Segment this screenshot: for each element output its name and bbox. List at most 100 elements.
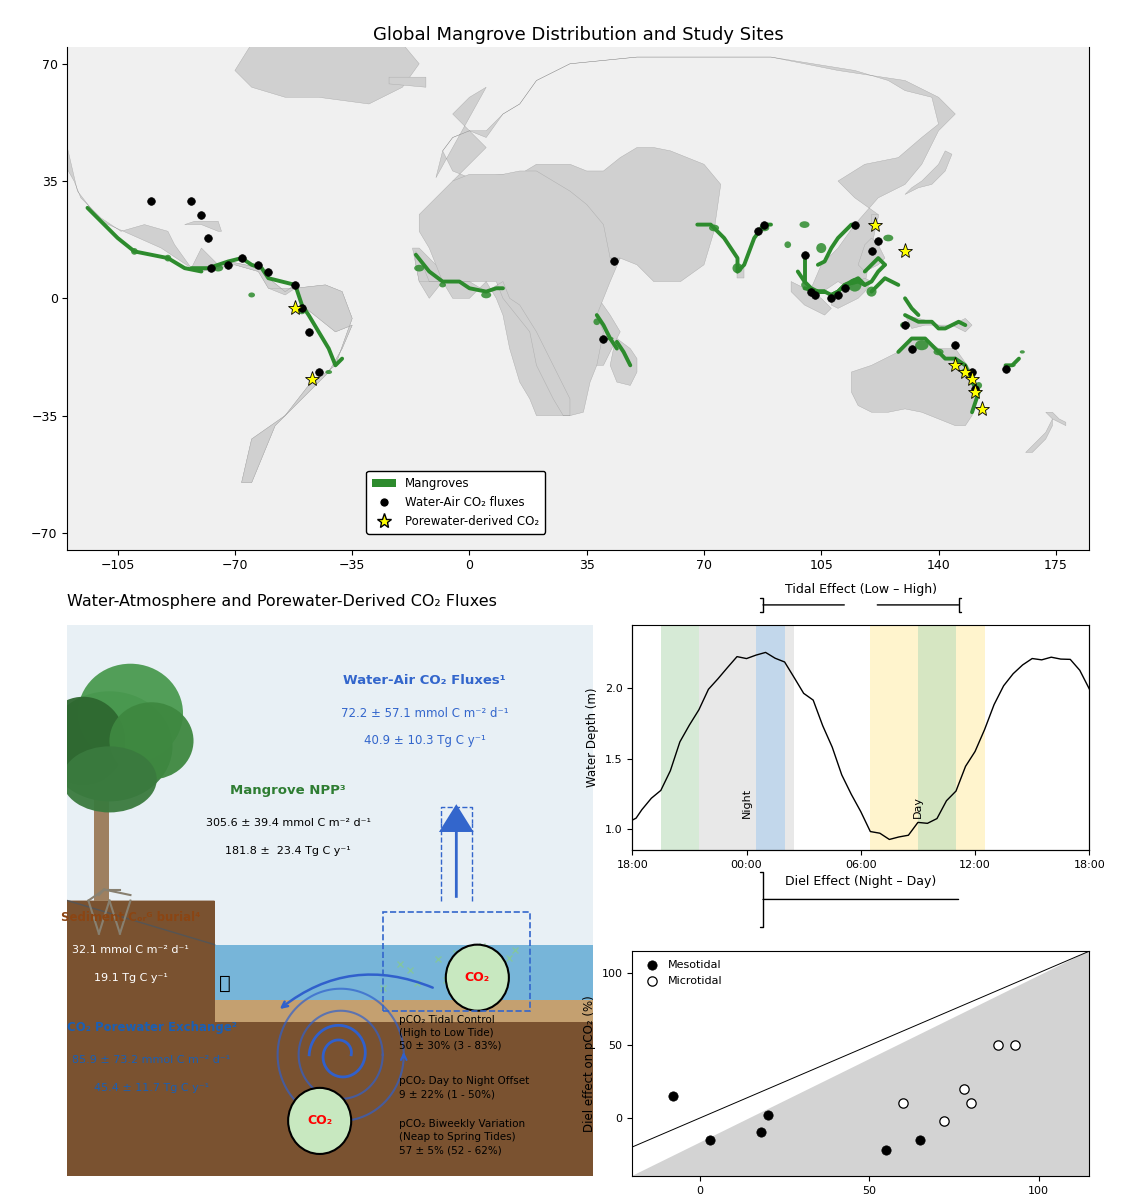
Mesotidal (759, 1105, 777, 1124)
Polygon shape (389, 77, 426, 88)
Ellipse shape (131, 248, 138, 254)
Microtidal (934, 1111, 952, 1130)
Ellipse shape (213, 265, 223, 271)
Microtidal (955, 1079, 973, 1098)
Text: Day: Day (913, 796, 923, 817)
Ellipse shape (593, 318, 600, 325)
Bar (756, 625, 785, 850)
Text: Night: Night (741, 787, 751, 817)
Legend: Mangroves, Water-Air CO₂ fluxes, Porewater-derived CO₂: Mangroves, Water-Air CO₂ fluxes, Porewat… (366, 472, 545, 534)
Ellipse shape (976, 382, 983, 389)
Polygon shape (201, 262, 353, 482)
Ellipse shape (800, 221, 810, 228)
FancyBboxPatch shape (93, 779, 109, 900)
Polygon shape (214, 1010, 593, 1176)
Polygon shape (858, 238, 885, 271)
Text: 32.1 mmol C m⁻² d⁻¹: 32.1 mmol C m⁻² d⁻¹ (72, 946, 189, 955)
Polygon shape (184, 221, 221, 232)
Title: Global Mangrove Distribution and Study Sites: Global Mangrove Distribution and Study S… (373, 26, 784, 44)
Ellipse shape (414, 265, 424, 271)
Polygon shape (1025, 419, 1052, 452)
Text: Mangrove NPP³: Mangrove NPP³ (230, 784, 346, 797)
Text: Tidal Effect (Low – High): Tidal Effect (Low – High) (785, 583, 937, 596)
Ellipse shape (606, 337, 613, 340)
Ellipse shape (784, 241, 791, 248)
Text: 181.8 ±  23.4 Tg C y⁻¹: 181.8 ± 23.4 Tg C y⁻¹ (226, 846, 351, 856)
Ellipse shape (867, 287, 877, 296)
Polygon shape (67, 900, 214, 944)
Circle shape (446, 944, 509, 1010)
Ellipse shape (848, 278, 861, 292)
Ellipse shape (933, 348, 943, 355)
Polygon shape (905, 151, 952, 194)
Text: 45.4 ± 11.7 Tg C y⁻¹: 45.4 ± 11.7 Tg C y⁻¹ (94, 1082, 209, 1093)
Text: pCO₂ Day to Night Offset
9 ± 22% (1 - 50%): pCO₂ Day to Night Offset 9 ± 22% (1 - 50… (399, 1076, 529, 1099)
Ellipse shape (801, 282, 807, 288)
Text: 🦀: 🦀 (219, 973, 231, 992)
Ellipse shape (1020, 350, 1025, 354)
Y-axis label: Diel effect on pCO₂ (%): Diel effect on pCO₂ (%) (583, 995, 596, 1132)
Text: 19.1 Tg C y⁻¹: 19.1 Tg C y⁻¹ (93, 973, 167, 983)
Ellipse shape (299, 310, 305, 314)
Bar (660, 625, 699, 850)
Legend: Mesotidal, Microtidal: Mesotidal, Microtidal (638, 956, 725, 989)
Bar (870, 625, 985, 850)
Microtidal (1006, 1036, 1024, 1055)
Text: 85.9 ± 73.2 mmol C m⁻² d⁻¹: 85.9 ± 73.2 mmol C m⁻² d⁻¹ (72, 1055, 230, 1066)
Ellipse shape (481, 292, 491, 299)
Ellipse shape (816, 244, 827, 253)
Ellipse shape (960, 368, 970, 376)
Microtidal (989, 1036, 1007, 1055)
FancyBboxPatch shape (67, 625, 593, 944)
Bar (870, 625, 985, 850)
Text: Water-Air CO₂ Fluxes¹: Water-Air CO₂ Fluxes¹ (344, 673, 506, 686)
Bar (917, 625, 956, 850)
X-axis label: Diel Effect (Night – Day): Diel Effect (Night – Day) (785, 875, 937, 888)
Polygon shape (412, 58, 956, 365)
Microtidal (894, 1094, 912, 1114)
Polygon shape (791, 282, 831, 316)
Mesotidal (664, 1087, 682, 1106)
Ellipse shape (915, 340, 929, 350)
Mesotidal (701, 1130, 719, 1150)
Text: CO₂ Porewater Exchange²: CO₂ Porewater Exchange² (66, 1021, 237, 1033)
Text: 72.2 ± 57.1 mmol C m⁻² d⁻¹: 72.2 ± 57.1 mmol C m⁻² d⁻¹ (341, 707, 509, 720)
Ellipse shape (439, 282, 446, 288)
Polygon shape (67, 900, 214, 1176)
Bar (699, 625, 794, 850)
Ellipse shape (732, 263, 742, 274)
Polygon shape (214, 1000, 593, 1021)
Ellipse shape (77, 664, 183, 763)
Text: 40.9 ± 10.3 Tg C y⁻¹: 40.9 ± 10.3 Tg C y⁻¹ (364, 734, 486, 748)
Text: pCO₂ Tidal Control
(High to Low Tide)
50 ± 30% (3 - 83%): pCO₂ Tidal Control (High to Low Tide) 50… (399, 1014, 501, 1051)
Ellipse shape (46, 691, 173, 802)
Ellipse shape (42, 697, 125, 785)
Ellipse shape (165, 254, 171, 262)
Text: Sediment Cₒᵣᴳ burial⁴: Sediment Cₒᵣᴳ burial⁴ (61, 911, 200, 924)
Text: pCO₂ Biweekly Variation
(Neap to Spring Tides)
57 ± 5% (52 - 62%): pCO₂ Biweekly Variation (Neap to Spring … (399, 1120, 524, 1156)
Polygon shape (67, 900, 214, 944)
Polygon shape (905, 316, 973, 332)
Mesotidal (911, 1130, 929, 1150)
Polygon shape (738, 268, 745, 278)
Ellipse shape (326, 370, 332, 374)
Ellipse shape (884, 235, 893, 241)
Ellipse shape (900, 322, 910, 329)
Polygon shape (235, 20, 419, 104)
Polygon shape (831, 278, 871, 308)
Text: Water-Atmosphere and Porewater-Derived CO₂ Fluxes: Water-Atmosphere and Porewater-Derived C… (67, 594, 497, 608)
Text: CO₂: CO₂ (465, 971, 490, 984)
Polygon shape (851, 338, 979, 426)
Circle shape (289, 1088, 351, 1154)
Text: CO₂: CO₂ (307, 1115, 332, 1128)
Polygon shape (0, 58, 353, 482)
Ellipse shape (759, 224, 769, 232)
Polygon shape (871, 215, 878, 224)
Text: 305.6 ± 39.4 mmol C m⁻² d⁻¹: 305.6 ± 39.4 mmol C m⁻² d⁻¹ (206, 818, 371, 828)
Ellipse shape (248, 293, 255, 298)
Polygon shape (214, 944, 593, 1010)
Polygon shape (610, 338, 637, 385)
Y-axis label: Water Depth (m): Water Depth (m) (586, 688, 600, 787)
Polygon shape (1046, 413, 1066, 426)
Polygon shape (632, 952, 1089, 1176)
